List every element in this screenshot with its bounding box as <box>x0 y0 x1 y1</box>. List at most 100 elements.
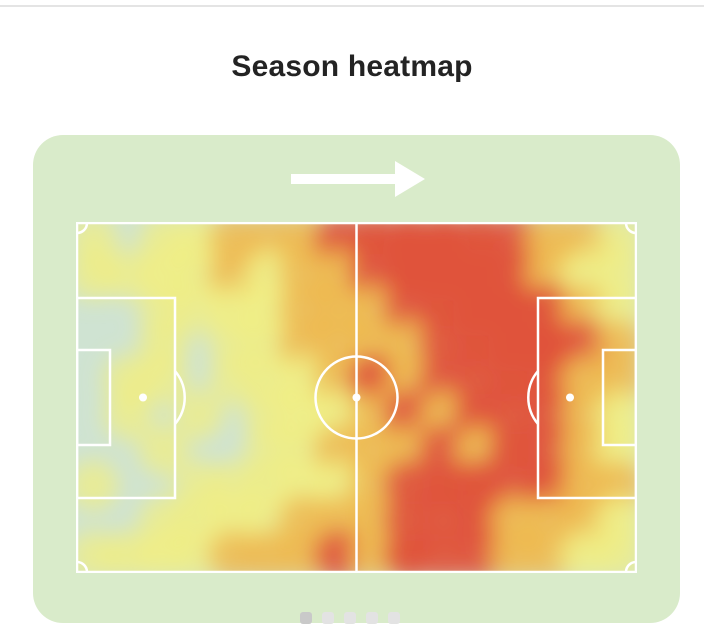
heat-cell <box>208 354 260 406</box>
corner-arc-bottom-right <box>624 560 637 573</box>
heat-cell <box>489 319 540 371</box>
heat-cell <box>243 354 295 406</box>
heat-cell <box>453 424 505 476</box>
heat-cell <box>383 319 435 371</box>
heat-cell <box>383 249 435 300</box>
heat-cell <box>418 249 470 300</box>
pager-dot[interactable] <box>366 612 378 624</box>
pager-dot[interactable] <box>300 612 312 624</box>
centre-circle <box>314 355 399 440</box>
heat-cell <box>278 424 330 476</box>
heat-cell <box>453 249 505 300</box>
heat-cell <box>138 495 189 546</box>
heat-cell <box>524 495 575 546</box>
top-divider <box>0 5 704 7</box>
right-penalty-arc <box>527 370 539 425</box>
heat-cell <box>418 389 470 441</box>
heat-cell <box>348 495 400 546</box>
heat-cell <box>313 495 365 546</box>
heat-cell <box>313 389 365 441</box>
heat-cell <box>383 495 435 546</box>
heat-cell <box>524 249 575 300</box>
pager-dot[interactable] <box>388 612 400 624</box>
pager-dot[interactable] <box>344 612 356 624</box>
heat-cell <box>383 459 435 511</box>
left-penalty-spot <box>139 393 147 402</box>
heat-cell <box>489 284 540 336</box>
pager-dot[interactable] <box>322 612 334 624</box>
carousel-pager[interactable] <box>292 608 412 628</box>
heat-cell <box>559 389 610 441</box>
heat-cell <box>243 249 295 300</box>
heat-cell <box>383 284 435 336</box>
heat-cell <box>559 249 610 300</box>
heat-cell <box>348 389 400 441</box>
heat-cell <box>208 284 260 336</box>
heat-cell <box>173 459 224 511</box>
heat-cell <box>313 284 365 336</box>
heat-cell <box>524 389 575 441</box>
heat-cell <box>278 319 330 371</box>
heat-cell <box>418 424 470 476</box>
left-goal-area <box>76 348 112 447</box>
heat-cell <box>489 389 540 441</box>
centre-spot <box>352 393 361 402</box>
heat-cell <box>453 284 505 336</box>
corner-arc-top-right <box>624 222 637 235</box>
heat-cell <box>418 459 470 511</box>
heat-cell <box>559 424 610 476</box>
heat-cell <box>173 389 224 441</box>
heat-cell <box>348 459 400 511</box>
heat-cell <box>489 249 540 300</box>
heat-cell <box>138 249 189 300</box>
heat-cell <box>418 284 470 336</box>
heat-cell <box>243 389 295 441</box>
heat-cell <box>418 319 470 371</box>
heat-cell <box>489 495 540 546</box>
heat-cell <box>173 284 224 336</box>
heat-cell <box>313 249 365 300</box>
heat-cell <box>418 354 470 406</box>
heat-cell <box>208 319 260 371</box>
heat-cell <box>559 319 610 371</box>
football-pitch <box>76 222 637 573</box>
heat-cell <box>348 354 400 406</box>
heat-cell <box>453 319 505 371</box>
heat-layer <box>76 222 637 573</box>
heat-cell <box>208 249 260 300</box>
heat-cell <box>208 495 260 546</box>
heat-cell <box>243 495 295 546</box>
heat-cell <box>173 249 224 300</box>
heat-cell <box>138 319 189 371</box>
heat-cell <box>489 354 540 406</box>
corner-arc-top-left <box>76 222 89 235</box>
heat-cell <box>524 424 575 476</box>
heat-cell <box>453 354 505 406</box>
right-goal-area <box>601 348 637 447</box>
heat-cell <box>348 249 400 300</box>
heat-cell <box>348 284 400 336</box>
heat-cell <box>208 459 260 511</box>
heat-cell <box>243 459 295 511</box>
heat-cell <box>524 354 575 406</box>
heat-cell <box>243 319 295 371</box>
heat-cell <box>453 389 505 441</box>
heat-cell <box>103 249 154 300</box>
heat-cell <box>243 424 295 476</box>
heat-cell <box>559 354 610 406</box>
heat-cell <box>138 424 189 476</box>
heat-cell <box>278 495 330 546</box>
heatmap-card <box>33 135 680 623</box>
right-penalty-spot <box>566 393 574 402</box>
heat-cell <box>594 530 637 573</box>
heat-cell <box>453 495 505 546</box>
heat-cell <box>489 459 540 511</box>
heat-cell <box>103 389 154 441</box>
heat-cell <box>313 459 365 511</box>
heat-cell <box>524 319 575 371</box>
heat-cell <box>278 249 330 300</box>
page-title: Season heatmap <box>231 50 473 83</box>
heat-cell <box>489 424 540 476</box>
heat-cell <box>453 459 505 511</box>
